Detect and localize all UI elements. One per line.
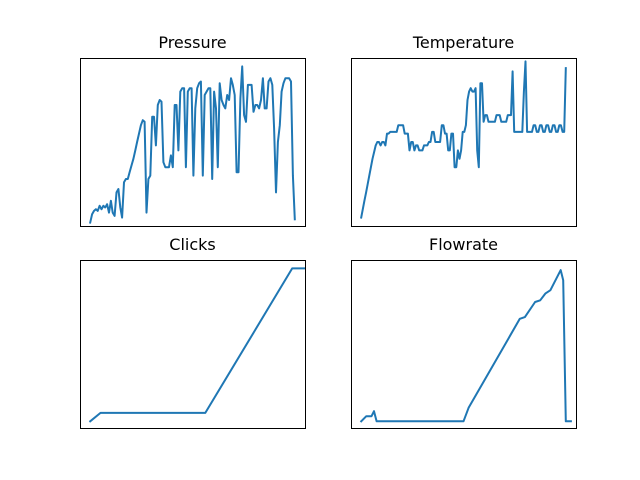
flowrate-title: Flowrate — [429, 235, 498, 254]
subplot-temperature: Temperature — [351, 33, 577, 227]
subplot-flowrate: Flowrate — [351, 235, 577, 429]
pressure-series-line — [89, 65, 296, 224]
flowrate-axes-frame — [351, 260, 577, 429]
flowrate-series-line — [359, 269, 572, 423]
pressure-title: Pressure — [158, 33, 226, 52]
clicks-series-line — [88, 267, 306, 423]
temperature-series-line — [360, 60, 567, 219]
pressure-axes-frame — [80, 58, 306, 227]
subplot-clicks: Clicks — [80, 235, 306, 429]
temperature-axes-frame — [351, 58, 577, 227]
clicks-title: Clicks — [169, 235, 215, 254]
clicks-axes-frame — [80, 260, 306, 429]
temperature-title: Temperature — [412, 33, 514, 52]
charts: Pressure Temperature Clicks Flowrate — [80, 33, 577, 429]
subplot-pressure: Pressure — [80, 33, 306, 227]
